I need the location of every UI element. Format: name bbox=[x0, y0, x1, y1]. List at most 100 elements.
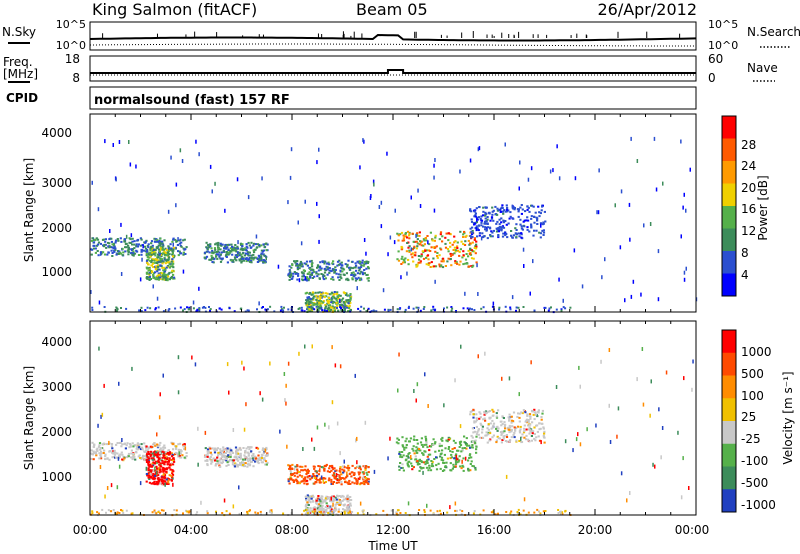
echo-cell bbox=[402, 258, 405, 261]
echo-cell bbox=[326, 470, 329, 473]
echo-cell bbox=[223, 247, 226, 250]
echo-cell bbox=[459, 169, 461, 174]
echo-cell bbox=[159, 260, 162, 263]
echo-cell bbox=[422, 453, 425, 456]
echo-cell bbox=[474, 212, 477, 215]
echo-cell bbox=[348, 509, 351, 512]
echo-cell bbox=[162, 276, 165, 279]
echo-cell bbox=[475, 247, 478, 250]
echo-cell bbox=[491, 213, 494, 216]
echo-cell bbox=[145, 252, 148, 255]
echo-cell bbox=[170, 260, 173, 263]
echo-cell bbox=[253, 256, 256, 259]
echo-cell bbox=[225, 246, 229, 249]
echo-cell bbox=[96, 243, 100, 246]
echo-cell bbox=[492, 229, 495, 232]
echo-cell bbox=[235, 259, 238, 262]
echo-cell bbox=[523, 427, 526, 430]
echo-cell bbox=[98, 452, 101, 455]
echo-cell bbox=[517, 508, 520, 511]
echo-cell bbox=[144, 309, 147, 312]
echo-cell bbox=[507, 209, 510, 212]
echo-cell bbox=[339, 364, 342, 369]
echo-cell bbox=[433, 163, 435, 168]
echo-cell bbox=[365, 274, 368, 276]
echo-cell bbox=[469, 227, 472, 230]
echo-cell bbox=[484, 211, 487, 214]
echo-cell bbox=[311, 291, 315, 294]
echo-cell bbox=[296, 472, 299, 475]
echo-cell bbox=[427, 249, 430, 252]
echo-cell bbox=[214, 248, 217, 251]
echo-cell bbox=[449, 505, 451, 510]
echo-cell bbox=[219, 453, 222, 455]
echo-cell bbox=[469, 413, 472, 416]
echo-cell bbox=[172, 237, 175, 240]
echo-cell bbox=[314, 501, 318, 503]
echo-cell bbox=[153, 461, 156, 464]
echo-cell bbox=[419, 459, 422, 462]
echo-cell bbox=[148, 256, 151, 259]
echo-cell bbox=[657, 297, 660, 302]
echo-cell bbox=[408, 440, 411, 443]
echo-cell bbox=[548, 307, 551, 310]
echo-cell bbox=[511, 295, 514, 300]
echo-cell bbox=[204, 306, 207, 309]
echo-cell bbox=[327, 497, 330, 500]
echo-cell bbox=[293, 260, 296, 263]
echo-cell bbox=[140, 443, 143, 446]
echo-cell bbox=[410, 247, 413, 252]
echo-cell bbox=[346, 471, 348, 476]
echo-cell bbox=[294, 261, 297, 264]
echo-cell bbox=[240, 464, 243, 467]
echo-cell bbox=[649, 413, 651, 418]
echo-cell bbox=[422, 445, 425, 448]
echo-cell bbox=[245, 447, 248, 450]
echo-cell bbox=[337, 263, 340, 266]
echo-cell bbox=[477, 224, 481, 227]
echo-cell bbox=[177, 455, 180, 458]
echo-cell bbox=[148, 279, 151, 281]
echo-cell bbox=[244, 451, 247, 454]
echo-cell bbox=[329, 505, 332, 508]
echo-cell bbox=[229, 250, 232, 253]
echo-cell bbox=[317, 500, 320, 503]
echo-cell bbox=[116, 485, 119, 490]
echo-cell bbox=[238, 446, 241, 449]
echo-cell bbox=[441, 266, 445, 269]
echo-cell bbox=[130, 248, 133, 251]
echo-cell bbox=[459, 248, 462, 251]
echo-cell bbox=[302, 272, 305, 275]
echo-cell bbox=[95, 454, 98, 457]
echo-cell bbox=[496, 425, 499, 428]
echo-cell bbox=[428, 449, 431, 452]
echo-cell bbox=[478, 232, 481, 235]
echo-cell bbox=[254, 256, 257, 259]
echo-cell bbox=[302, 447, 304, 451]
echo-cell bbox=[418, 448, 421, 450]
echo-cell bbox=[522, 306, 525, 308]
echo-cell bbox=[246, 246, 249, 249]
echo-cell bbox=[217, 454, 220, 457]
echo-cell bbox=[408, 233, 411, 235]
echo-cell bbox=[491, 210, 494, 213]
echo-cell bbox=[441, 240, 444, 243]
echo-cell bbox=[256, 246, 259, 249]
echo-cell bbox=[121, 247, 124, 250]
power-axis-ticks bbox=[89, 114, 697, 312]
echo-cell bbox=[236, 463, 239, 466]
echo-cell bbox=[333, 301, 336, 304]
echo-cell bbox=[518, 440, 521, 442]
echo-cell bbox=[172, 457, 175, 460]
echo-cell bbox=[265, 242, 268, 245]
echo-cell bbox=[315, 305, 318, 308]
echo-cell bbox=[346, 481, 349, 484]
echo-cell bbox=[296, 464, 299, 467]
echo-cell bbox=[407, 246, 410, 249]
echo-cell bbox=[104, 240, 107, 243]
echo-cell bbox=[518, 420, 521, 423]
echo-cell bbox=[314, 475, 317, 478]
echo-cell bbox=[337, 273, 340, 276]
echo-cell bbox=[237, 240, 239, 245]
echo-cell bbox=[149, 255, 152, 258]
